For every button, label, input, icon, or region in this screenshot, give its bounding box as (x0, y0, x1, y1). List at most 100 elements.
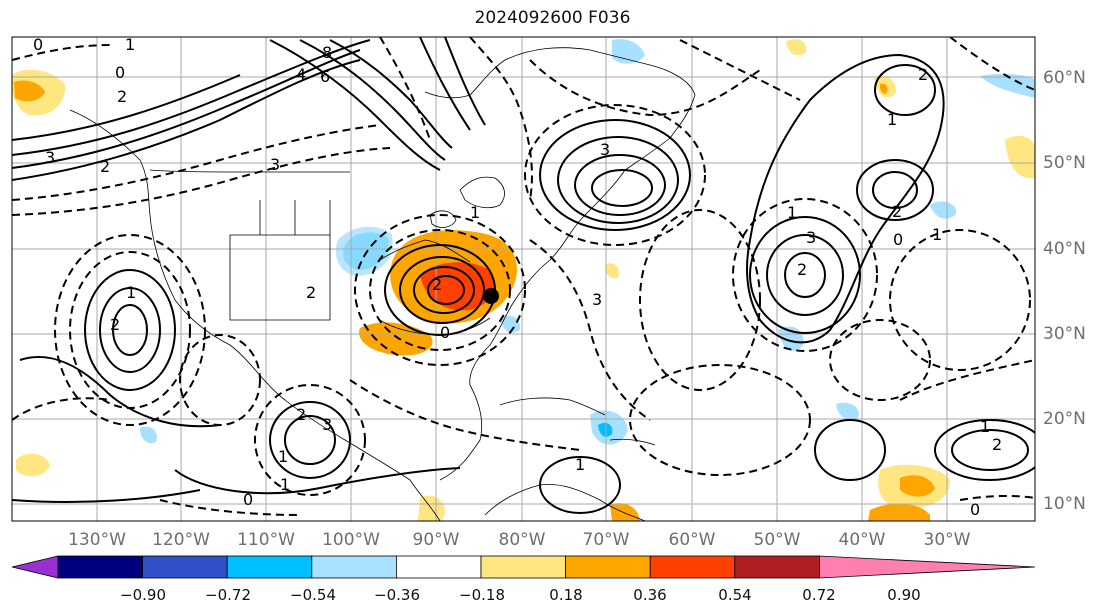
contour-labels: 0 1 2 3 4 6 8 0 2 3 1 2 3 2 0 1 2 3 1 2 … (33, 35, 1002, 519)
colorbar (11, 555, 1036, 579)
contour-label: 0 (893, 230, 903, 249)
lat-label: 60°N (1043, 68, 1086, 88)
shade-orange-se3 (868, 503, 930, 521)
shade-red-core (420, 262, 495, 311)
coastlines (69, 47, 696, 521)
lon-label: 90°W (412, 530, 460, 550)
contour-label: 2 (110, 315, 120, 334)
lon-label: 80°W (498, 530, 546, 550)
contour-label: 1 (125, 35, 135, 54)
contour-label: 3 (270, 155, 280, 174)
colorbar-segment (649, 555, 736, 579)
map-title: 2024092600 F036 (474, 8, 631, 28)
colorbar-extend-right (819, 555, 1036, 579)
colorbar-tick-label: 0.90 (887, 586, 921, 604)
colorbar-segment (57, 555, 143, 579)
contour-label: 6 (320, 67, 330, 86)
contour-label: 2 (918, 65, 928, 84)
contour-label: 0 (970, 500, 980, 519)
colorbar-tick-label: −0.18 (459, 586, 505, 604)
lat-label: 10°N (1043, 494, 1086, 514)
contour-label: 1 (932, 225, 942, 244)
contour-label: 2 (992, 435, 1002, 454)
shade-yellow-north (786, 39, 807, 56)
contour-label: 2 (432, 275, 442, 294)
lat-label: 50°N (1043, 153, 1086, 173)
contour-label: 3 (45, 148, 55, 167)
colorbar-segment (565, 555, 651, 579)
lat-label: 30°N (1043, 324, 1086, 344)
contour-label: 1 (470, 203, 480, 222)
colorbar-segment (480, 555, 566, 579)
shade-lightblue-east1 (930, 201, 957, 219)
colorbar-tick-label: −0.90 (120, 586, 166, 604)
colorbar-extend-left (11, 555, 59, 579)
shade-orange-ne (879, 83, 888, 94)
shade-yellow-mid (605, 263, 619, 279)
shade-orange-se2 (900, 475, 935, 497)
shade-lightblue-ne2 (980, 73, 1035, 98)
contour-label: 0 (243, 490, 253, 509)
lat-lon-grid (12, 37, 1035, 521)
contour-label: 2 (797, 260, 807, 279)
lon-label: 110°W (237, 530, 295, 550)
lon-label: 120°W (152, 530, 210, 550)
contour-label: 4 (296, 65, 306, 84)
colorbar-tick-label: 0.72 (802, 586, 836, 604)
contour-label: 1 (980, 417, 990, 436)
map-frame (11, 36, 1036, 522)
shade-yellow-sw (16, 453, 50, 477)
lon-label: 60°W (668, 530, 716, 550)
shade-orange-south (610, 503, 640, 521)
colorbar-tick-label: 0.36 (633, 586, 667, 604)
lon-label: 50°W (753, 530, 801, 550)
solid-contours (12, 37, 1035, 514)
colorbar-tick-label: −0.72 (205, 586, 251, 604)
contour-label: 2 (100, 157, 110, 176)
contour-label: 8 (322, 43, 332, 62)
colorbar-tick-label: −0.54 (290, 586, 336, 604)
contour-label: 3 (600, 140, 610, 159)
colorbar-segment (395, 555, 482, 579)
lon-label: 130°W (68, 530, 126, 550)
contour-label: 2 (296, 405, 306, 424)
shade-lightblue-atl (836, 402, 859, 420)
contour-label: 1 (575, 455, 585, 474)
shade-lightblue-pac (140, 426, 157, 444)
shade-orange-alaska (14, 80, 45, 102)
dashed-contours (12, 37, 1035, 516)
shade-lightblue-west (335, 226, 393, 276)
colorbar-segment (226, 555, 313, 579)
shade-blue-carib (598, 422, 613, 437)
shade-yellow-east (1005, 135, 1035, 179)
colorbar-tick-label: 0.18 (549, 586, 583, 604)
lat-label: 20°N (1043, 409, 1086, 429)
shade-lightblue-mid (500, 315, 521, 333)
contour-label: 0 (33, 35, 43, 54)
storm-center-marker (483, 288, 499, 304)
lon-label: 100°W (322, 530, 380, 550)
colorbar-segment (734, 555, 820, 579)
contour-label: 1 (887, 110, 897, 129)
contour-label: 1 (787, 203, 797, 222)
shaded-anomaly-fields (12, 39, 1035, 521)
lon-label: 70°W (582, 530, 630, 550)
contour-label: 2 (306, 283, 316, 302)
colorbar-tick-label: −0.36 (374, 586, 420, 604)
contour-label: 2 (892, 202, 902, 221)
contour-label: 0 (115, 63, 125, 82)
contour-label: 1 (126, 283, 136, 302)
contour-label: 1 (278, 447, 288, 466)
contour-label: 3 (322, 415, 332, 434)
lon-label: 30°W (923, 530, 971, 550)
colorbar-segment (142, 555, 228, 579)
lon-label: 40°W (838, 530, 886, 550)
lat-label: 40°N (1043, 239, 1086, 259)
colorbar-tick-label: 0.54 (718, 586, 752, 604)
contour-label: 3 (592, 290, 602, 309)
colorbar-segment (311, 555, 397, 579)
contour-label: 0 (440, 323, 450, 342)
contour-label: 3 (806, 228, 816, 247)
contour-label: 2 (117, 87, 127, 106)
